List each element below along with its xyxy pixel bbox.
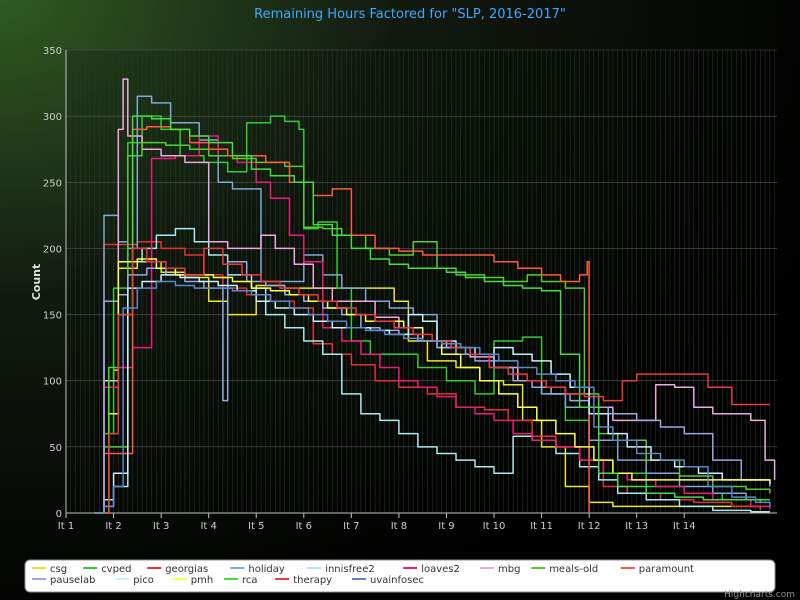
y-tick-label: 200 (43, 244, 62, 255)
legend-label: rca (242, 575, 258, 586)
x-tick-label: It 5 (248, 521, 264, 532)
legend-label: csg (50, 564, 67, 575)
legend-label: mbg (498, 564, 520, 575)
legend-item-pauselab[interactable]: pauselab (32, 575, 95, 586)
legend-item-innisfree2[interactable]: innisfree2 (307, 564, 375, 575)
series-lines (94, 78, 776, 514)
legend-item-pico[interactable]: pico (115, 575, 154, 586)
x-tick-label: It 9 (438, 521, 454, 532)
y-tick-label: 50 (49, 443, 62, 454)
x-tick-label: It 11 (530, 521, 553, 532)
x-tick-label: It 4 (200, 521, 216, 532)
y-axis: 0 50 100 150 200 250 300 350 (43, 46, 67, 520)
legend-label: georgias (165, 564, 208, 575)
y-tick-label: 250 (43, 178, 62, 189)
legend-item-georgias[interactable]: georgias (147, 564, 208, 575)
x-axis: It 1 It 2 It 3 It 4 It 5 It 6 It 7 It 8 It 9 It 1… (58, 512, 777, 532)
legend-label: uvainfosec (370, 575, 424, 586)
legend-label: cvped (101, 564, 131, 575)
series-line-uvainfosec[interactable] (94, 280, 771, 514)
y-axis-label: Count (30, 264, 43, 301)
legend-item-cvped[interactable]: cvped (83, 564, 131, 575)
legend-label: holiday (248, 564, 284, 575)
legend-label: pico (133, 575, 154, 586)
y-tick-label: 100 (43, 377, 62, 388)
x-tick-label: It 1 (58, 521, 74, 532)
series-line-pmh[interactable] (94, 258, 771, 514)
legend-label: innisfree2 (325, 564, 375, 575)
legend-label: paramount (639, 564, 694, 575)
x-tick-label: It 10 (483, 521, 506, 532)
x-tick-label: It 12 (578, 521, 601, 532)
legend-item-meals-old[interactable]: meals-old (531, 564, 598, 575)
credit: Highcharts.com (724, 590, 795, 600)
x-tick-label: It 7 (343, 521, 359, 532)
legend-label: loaves2 (421, 564, 460, 575)
legend-label: pmh (191, 575, 213, 586)
y-tick-label: 150 (43, 311, 62, 322)
chart-title: Remaining Hours Factored for "SLP, 2016-… (254, 7, 566, 22)
x-tick-label: It 2 (105, 521, 121, 532)
grid (65, 49, 777, 514)
series-line-pauselab[interactable] (94, 260, 771, 514)
x-tick-label: It 6 (296, 521, 312, 532)
legend-item-therapy[interactable]: therapy (275, 575, 332, 586)
y-tick-label: 350 (43, 46, 62, 57)
legend: csg cvped georgias holiday innisfree2 loaves2… (24, 559, 776, 593)
legend-label: therapy (293, 575, 332, 586)
legend-item-rca[interactable]: rca (224, 575, 258, 586)
legend-item-uvainfosec[interactable]: uvainfosec (352, 575, 424, 586)
x-tick-label: It 14 (673, 521, 696, 532)
legend-item-pmh[interactable]: pmh (172, 575, 213, 586)
legend-item-mbg[interactable]: mbg (480, 564, 520, 575)
legend-label: meals-old (549, 564, 598, 575)
y-tick-label: 0 (56, 509, 62, 520)
series-line-innisfree2[interactable] (94, 227, 770, 514)
series-line-pico[interactable] (94, 274, 771, 514)
legend-box (24, 559, 776, 593)
y-tick-label: 300 (43, 112, 62, 123)
x-tick-label: It 8 (391, 521, 407, 532)
series-line-meals-old[interactable] (94, 141, 771, 514)
legend-item-loaves2[interactable]: loaves2 (403, 564, 460, 575)
x-tick-label: It 13 (625, 521, 648, 532)
legend-item-holiday[interactable]: holiday (230, 564, 285, 575)
legend-item-csg[interactable]: csg (32, 564, 67, 575)
legend-label: pauselab (50, 575, 95, 586)
legend-item-paramount[interactable]: paramount (620, 564, 694, 575)
series-line-therapy[interactable] (94, 247, 770, 514)
x-tick-label: It 3 (153, 521, 169, 532)
series-line-rca[interactable] (94, 115, 770, 514)
